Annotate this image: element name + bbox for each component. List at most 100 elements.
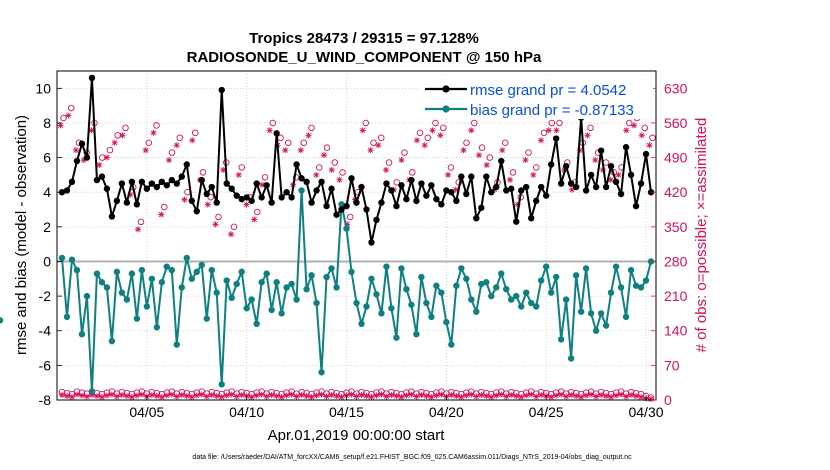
asterisk-stroke <box>563 393 569 400</box>
asterisk-stroke <box>313 392 320 399</box>
obs-assimilated-marker <box>165 157 172 164</box>
obs-assimilated-bottom-marker <box>398 394 405 401</box>
bias-point <box>617 284 625 291</box>
obs-assimilated-bottom-marker <box>178 392 185 399</box>
bias-point <box>358 320 365 328</box>
obs-possible-marker <box>199 169 207 176</box>
obs-assimilated-marker <box>429 127 436 134</box>
rmse-point <box>627 171 635 179</box>
bias-point <box>403 285 410 293</box>
asterisk-stroke <box>181 197 188 203</box>
bias-point <box>373 291 380 298</box>
bias-point <box>513 292 520 300</box>
obs-assimilated-marker <box>212 221 219 228</box>
rmse-point <box>268 199 275 206</box>
asterisk-stroke <box>305 132 312 138</box>
bias-point <box>612 263 620 270</box>
rmse-point <box>528 214 535 222</box>
obs-possible-marker <box>432 119 439 127</box>
asterisk-stroke <box>184 393 190 399</box>
asterisk-stroke <box>228 231 234 237</box>
rmse-point <box>368 239 375 246</box>
obs-possible-marker <box>447 164 455 171</box>
obs-assimilated-bottom-marker <box>518 394 525 401</box>
bias-point <box>572 272 580 279</box>
bias-point <box>263 270 270 277</box>
rmse-point <box>83 154 91 161</box>
obs-assimilated-bottom-marker <box>303 393 310 400</box>
rmse-point <box>173 180 180 187</box>
obs-possible-marker <box>230 223 238 231</box>
obs-assimilated-marker <box>243 201 250 208</box>
asterisk-stroke <box>398 157 405 163</box>
asterisk-stroke <box>348 391 355 398</box>
bias-point <box>528 299 535 307</box>
bias-point <box>198 261 205 269</box>
obs-count-layer <box>57 104 656 403</box>
asterisk-stroke <box>363 393 370 399</box>
rmse-point <box>448 189 455 196</box>
asterisk-stroke <box>224 392 230 399</box>
bias-point <box>293 296 300 303</box>
asterisk-stroke <box>448 392 454 398</box>
bias-point <box>268 306 275 314</box>
asterisk-stroke <box>373 392 380 399</box>
bias-point <box>248 296 255 303</box>
obs-assimilated-bottom-marker <box>473 393 480 400</box>
y-left-tick-label: 10 <box>35 80 51 96</box>
asterisk-stroke <box>274 393 280 399</box>
obs-possible-marker <box>509 169 517 176</box>
rmse-point <box>418 180 425 187</box>
asterisk-stroke <box>631 122 637 128</box>
legend: rmse grand pr = 4.0542 bias grand pr = -… <box>420 75 653 119</box>
asterisk-stroke <box>528 391 534 398</box>
asterisk-stroke <box>522 157 529 163</box>
asterisk-stroke <box>174 142 180 148</box>
asterisk-stroke <box>158 211 164 218</box>
obs-assimilated-bottom-marker <box>158 394 165 401</box>
bias-point <box>582 265 590 272</box>
obs-assimilated-marker <box>437 132 444 139</box>
obs-assimilated-bottom-marker <box>583 392 590 399</box>
obs-assimilated-marker <box>522 157 529 164</box>
asterisk-stroke <box>336 177 343 183</box>
asterisk-stroke <box>437 132 443 138</box>
obs-assimilated-bottom-marker <box>623 393 630 400</box>
asterisk-stroke <box>294 393 300 400</box>
x-tick-label: 04/10 <box>229 404 264 420</box>
obs-assimilated-bottom-marker <box>283 392 290 399</box>
obs-assimilated-bottom-marker <box>423 393 430 400</box>
obs-possible-marker <box>168 149 176 156</box>
rmse-point <box>378 199 385 206</box>
legend-bias-label: bias grand pr = -0.87133 <box>470 102 634 119</box>
bias-point <box>597 310 605 317</box>
asterisk-stroke <box>613 392 619 399</box>
obs-assimilated-marker <box>204 201 211 208</box>
rmse-point <box>158 178 166 186</box>
bias-point <box>542 263 550 270</box>
obs-assimilated-bottom-marker <box>493 392 500 399</box>
obs-possible-marker <box>160 203 168 211</box>
obs-assimilated-marker <box>445 171 452 178</box>
rmse-point <box>183 161 190 168</box>
rmse-point <box>108 213 116 220</box>
obs-assimilated-marker <box>468 127 475 134</box>
obs-assimilated-bottom-marker <box>433 392 440 399</box>
bias-point <box>587 310 595 317</box>
asterisk-stroke <box>360 127 366 133</box>
obs-possible-marker <box>137 218 145 226</box>
asterisk-stroke <box>383 393 390 400</box>
asterisk-stroke <box>99 394 105 400</box>
asterisk-stroke <box>388 392 395 398</box>
rmse-point <box>358 183 365 191</box>
obs-possible-marker <box>191 129 199 137</box>
obs-assimilated-marker <box>227 231 234 238</box>
chart-title-line2: RADIOSONDE_U_WIND_COMPONENT @ 150 hPa <box>187 49 542 66</box>
asterisk-stroke <box>646 142 653 148</box>
rmse-point <box>572 183 580 191</box>
rmse-point <box>233 192 240 199</box>
asterisk-stroke <box>603 393 609 399</box>
obs-assimilated-marker <box>119 132 126 139</box>
obs-assimilated-bottom-marker <box>73 391 80 398</box>
asterisk-stroke <box>583 392 589 399</box>
